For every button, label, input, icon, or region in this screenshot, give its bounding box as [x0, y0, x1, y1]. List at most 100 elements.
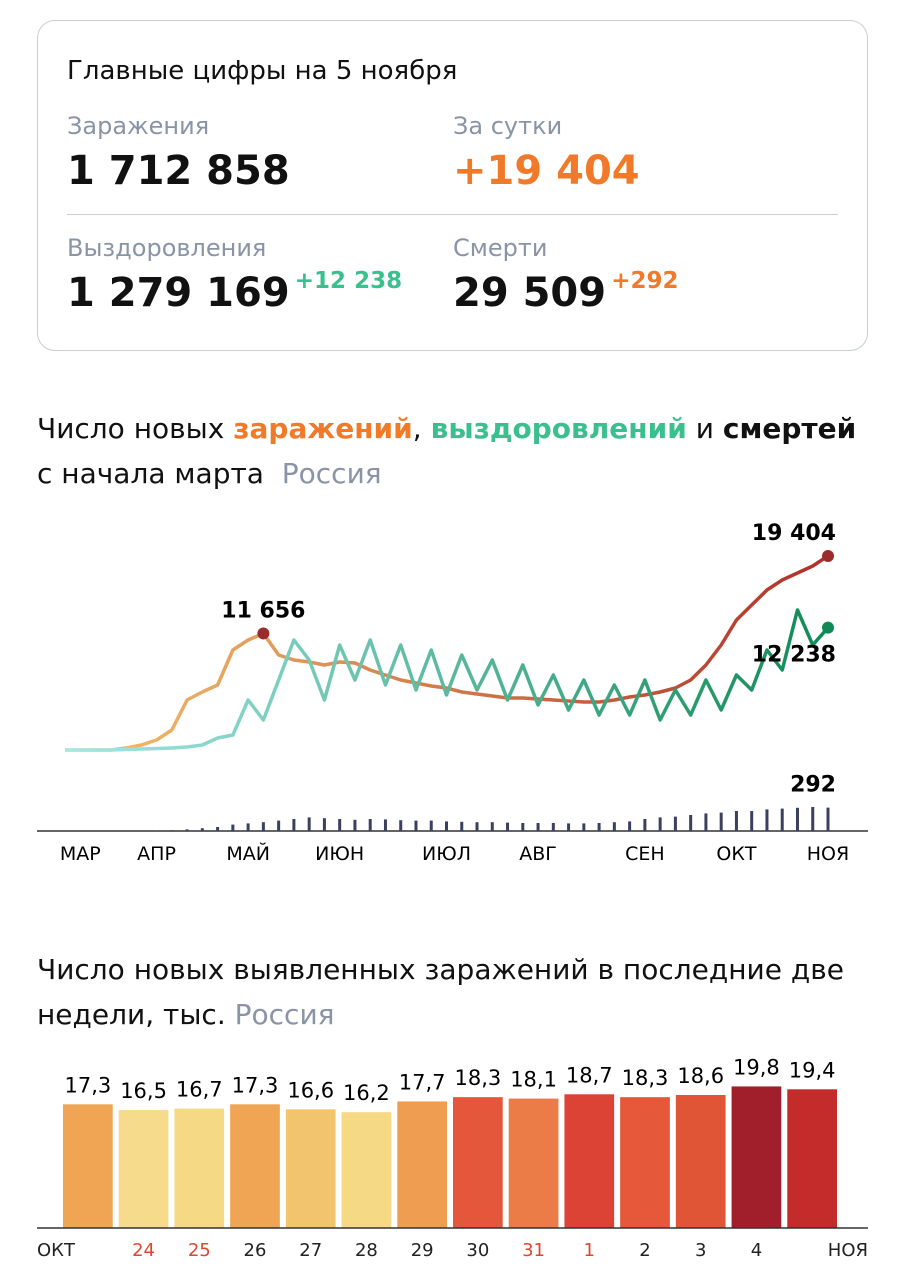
- stat-value: +19 404: [453, 148, 640, 194]
- x-tick-label: 27: [299, 1240, 322, 1261]
- death-bar: [506, 822, 510, 831]
- death-bar: [200, 828, 204, 831]
- point-marker: [257, 627, 270, 640]
- annotation: 292: [790, 773, 836, 798]
- chart-title: Число новых заражений, выздоровлений и с…: [37, 412, 856, 445]
- point-marker: [822, 549, 834, 562]
- stat-value: 29 509: [453, 270, 607, 316]
- x-tick-label: МАР: [60, 843, 101, 865]
- death-bar: [795, 807, 799, 831]
- title: Число новых выявленных заражений в после…: [37, 953, 844, 1031]
- region: Россия: [234, 998, 335, 1031]
- x-tick-label: 25: [188, 1240, 211, 1261]
- stat-value: 1 712 858: [67, 148, 290, 194]
- bar: [620, 1097, 670, 1228]
- value-label: 17,3: [64, 1073, 111, 1097]
- bar: [397, 1101, 447, 1228]
- value-label: 16,5: [120, 1079, 167, 1103]
- death-bar: [429, 820, 433, 831]
- bar: [787, 1089, 837, 1228]
- x-tick-label: ОКТ: [716, 843, 756, 865]
- x-tick-label: АВГ: [519, 843, 557, 865]
- value-label: 19,4: [789, 1058, 836, 1082]
- x-tick-label: 1: [584, 1240, 595, 1261]
- chart-title: Число новых выявленных заражений в после…: [37, 947, 867, 1037]
- bar: [675, 1095, 726, 1228]
- death-bar: [719, 812, 723, 831]
- stat-row: 1 279 169 +12 238: [67, 268, 402, 316]
- x-tick-label: ИЮЛ: [422, 843, 471, 865]
- x-tick-label: 4: [751, 1240, 762, 1261]
- stat-value: 1 279 169: [67, 270, 290, 316]
- death-bar: [628, 821, 632, 831]
- summary-title: Главные цифры на 5 ноября: [67, 56, 458, 86]
- death-bar: [826, 807, 830, 831]
- death-bar: [811, 807, 815, 831]
- value-label: 18,7: [566, 1063, 613, 1087]
- x-tick-label: МАЙ: [226, 842, 270, 865]
- stat-row: 29 509 +292: [453, 268, 678, 316]
- death-bar: [765, 809, 769, 831]
- bar: [453, 1097, 503, 1228]
- death-bar: [536, 823, 540, 831]
- death-bar: [231, 824, 235, 831]
- bar: [174, 1108, 225, 1228]
- title-part: Число новых: [37, 412, 234, 445]
- value-label: 17,3: [232, 1073, 279, 1097]
- death-bar: [353, 819, 357, 831]
- annotation: 19 404: [752, 521, 836, 546]
- death-bar: [414, 820, 418, 831]
- bar: [63, 1104, 113, 1228]
- death-bar: [750, 811, 754, 831]
- death-bar: [322, 818, 326, 831]
- death-bar: [445, 821, 448, 831]
- death-bar: [658, 817, 662, 831]
- bar: [285, 1109, 336, 1228]
- death-bar: [582, 823, 586, 831]
- x-tick-label: 29: [411, 1240, 434, 1261]
- death-bar: [460, 821, 464, 831]
- death-bar: [643, 819, 647, 831]
- x-tick-label: ОКТ: [37, 1240, 76, 1261]
- death-bar: [307, 817, 311, 831]
- death-bar: [567, 823, 571, 831]
- bar: [731, 1086, 782, 1228]
- value-label: 16,6: [287, 1078, 334, 1102]
- x-tick-label: 26: [244, 1240, 267, 1261]
- value-label: 18,1: [510, 1068, 557, 1092]
- x-tick-label: 3: [695, 1240, 706, 1261]
- x-tick-label: 28: [355, 1240, 378, 1261]
- annotation: 12 238: [752, 643, 836, 668]
- bar: [564, 1094, 615, 1228]
- title-part: и: [686, 412, 723, 445]
- death-bar: [216, 827, 220, 831]
- stat-label: Выздоровления: [67, 234, 267, 262]
- point-marker: [822, 621, 834, 634]
- title-part: ,: [412, 412, 431, 445]
- value-label: 18,6: [677, 1064, 724, 1088]
- bar: [118, 1110, 169, 1228]
- value-label: 18,3: [454, 1066, 501, 1090]
- death-bar: [612, 822, 616, 831]
- value-label: 17,7: [399, 1070, 446, 1094]
- stat-label: Заражения: [67, 112, 210, 140]
- x-tick-label: 2: [639, 1240, 650, 1261]
- x-tick-label: 30: [466, 1240, 489, 1261]
- x-tick-label: НОЯ: [828, 1240, 868, 1261]
- x-tick-label: АПР: [137, 843, 176, 865]
- x-tick-label: НОЯ: [807, 843, 849, 865]
- stat-label: Смерти: [453, 234, 548, 262]
- region: Россия: [281, 457, 382, 490]
- death-bar: [170, 830, 174, 831]
- stat-delta: +292: [611, 268, 679, 294]
- death-bar: [475, 822, 479, 831]
- title-part: выздоровлений: [430, 412, 687, 445]
- bar: [341, 1112, 392, 1228]
- death-bar: [338, 819, 342, 831]
- summary-card: [37, 20, 868, 351]
- death-bar: [689, 815, 693, 831]
- subtitle: с начала марта: [37, 457, 264, 490]
- title-part: заражений: [233, 412, 413, 445]
